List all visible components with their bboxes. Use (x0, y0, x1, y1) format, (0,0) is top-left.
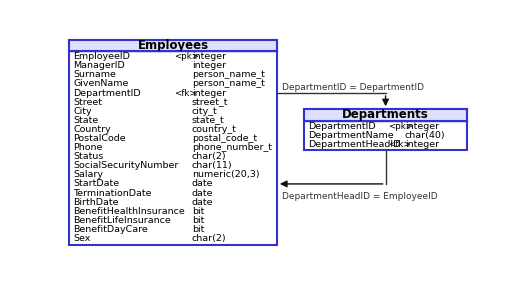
Text: StartDate: StartDate (73, 179, 119, 188)
Text: <fk>: <fk> (174, 88, 196, 98)
Text: DepartmentName: DepartmentName (308, 130, 394, 140)
Text: person_name_t: person_name_t (192, 80, 265, 88)
Text: DepartmentHeadID = EmployeeID: DepartmentHeadID = EmployeeID (282, 192, 438, 201)
Text: char(2): char(2) (192, 234, 226, 243)
Text: BenefitLifeInsurance: BenefitLifeInsurance (73, 216, 171, 225)
Text: date: date (192, 198, 213, 207)
Text: Departments: Departments (342, 108, 429, 122)
Text: integer: integer (405, 140, 439, 149)
Text: EmployeeID: EmployeeID (73, 52, 130, 61)
Bar (69, 40, 277, 244)
Text: city_t: city_t (192, 107, 217, 116)
Text: Employees: Employees (138, 39, 209, 52)
Text: postal_code_t: postal_code_t (192, 134, 257, 143)
Bar (304, 109, 467, 150)
Text: Surname: Surname (73, 70, 116, 80)
Text: bit: bit (192, 225, 204, 234)
Text: BenefitHealthInsurance: BenefitHealthInsurance (73, 207, 185, 216)
Text: DepartmentID: DepartmentID (308, 122, 376, 130)
Text: TerminationDate: TerminationDate (73, 188, 152, 197)
Bar (304, 109, 467, 121)
Text: BenefitDayCare: BenefitDayCare (73, 225, 148, 234)
Text: Sex: Sex (73, 234, 91, 243)
Text: person_name_t: person_name_t (192, 70, 265, 80)
Text: char(2): char(2) (192, 152, 226, 161)
Text: <fk>: <fk> (388, 140, 410, 149)
Text: <pk>: <pk> (174, 52, 199, 61)
Text: Street: Street (73, 98, 102, 106)
Text: Status: Status (73, 152, 104, 161)
Text: street_t: street_t (192, 98, 228, 106)
Text: DepartmentID = DepartmentID: DepartmentID = DepartmentID (282, 82, 424, 91)
Text: Salary: Salary (73, 170, 103, 179)
Text: integer: integer (192, 61, 226, 70)
Bar (69, 40, 277, 51)
Text: char(40): char(40) (405, 130, 445, 140)
Text: City: City (73, 107, 92, 116)
Text: DepartmentID: DepartmentID (73, 88, 141, 98)
Text: BirthDate: BirthDate (73, 198, 119, 207)
Text: state_t: state_t (192, 116, 225, 125)
Text: State: State (73, 116, 99, 125)
Text: <pk>: <pk> (388, 122, 413, 130)
Text: ManagerID: ManagerID (73, 61, 125, 70)
Text: integer: integer (192, 88, 226, 98)
Text: bit: bit (192, 216, 204, 225)
Text: integer: integer (192, 52, 226, 61)
Text: date: date (192, 179, 213, 188)
Text: PostalCode: PostalCode (73, 134, 126, 143)
Text: GivenName: GivenName (73, 80, 128, 88)
Text: integer: integer (405, 122, 439, 130)
Text: date: date (192, 188, 213, 197)
Text: Country: Country (73, 125, 111, 134)
Text: phone_number_t: phone_number_t (192, 143, 272, 152)
Bar (304, 109, 467, 121)
Text: DepartmentHeadID: DepartmentHeadID (308, 140, 400, 149)
Bar (69, 40, 277, 51)
Text: SocialSecurityNumber: SocialSecurityNumber (73, 161, 179, 170)
Text: numeric(20,3): numeric(20,3) (192, 170, 259, 179)
Text: bit: bit (192, 207, 204, 216)
Text: char(11): char(11) (192, 161, 233, 170)
Text: country_t: country_t (192, 125, 237, 134)
Text: Phone: Phone (73, 143, 103, 152)
